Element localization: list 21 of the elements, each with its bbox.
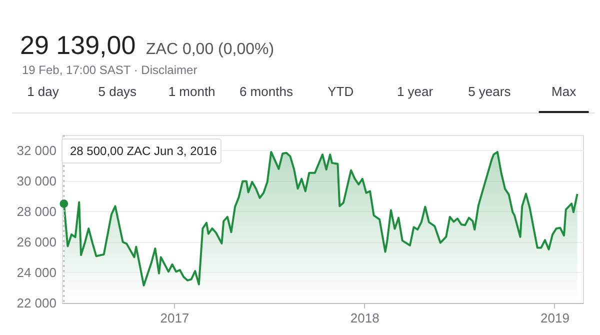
text: 5 days: [98, 84, 138, 99]
text: 1 day: [27, 84, 60, 99]
x-tick-label: 2018: [350, 310, 380, 326]
y-tick-label: 30 000: [16, 173, 56, 188]
text: Max: [552, 84, 577, 99]
y-tick-label: 32 000: [16, 142, 56, 158]
text: 6 months: [239, 84, 294, 99]
y-tick-label: 28 000: [16, 204, 56, 219]
y-tick-label: 26 000: [16, 234, 56, 250]
chart-title: 29 139,00: [20, 30, 136, 60]
text: YTD: [328, 84, 354, 99]
annotation: 28 500,00 ZAC Jun 3, 2016: [70, 144, 218, 158]
y-tick-label: 24 000: [16, 264, 56, 280]
text: 5 years: [468, 84, 512, 99]
y-tick-label: 22 000: [16, 296, 56, 310]
text: 19 Feb, 17:00 SAST · Disclaimer: [22, 63, 198, 77]
x-tick-label: 2019: [540, 310, 570, 326]
text: 1 year: [396, 84, 434, 99]
chart-subtitle: ZAC 0,00 (0,00%): [146, 41, 274, 58]
text: 1 month: [168, 84, 216, 99]
x-tick-label: 2017: [160, 310, 190, 326]
